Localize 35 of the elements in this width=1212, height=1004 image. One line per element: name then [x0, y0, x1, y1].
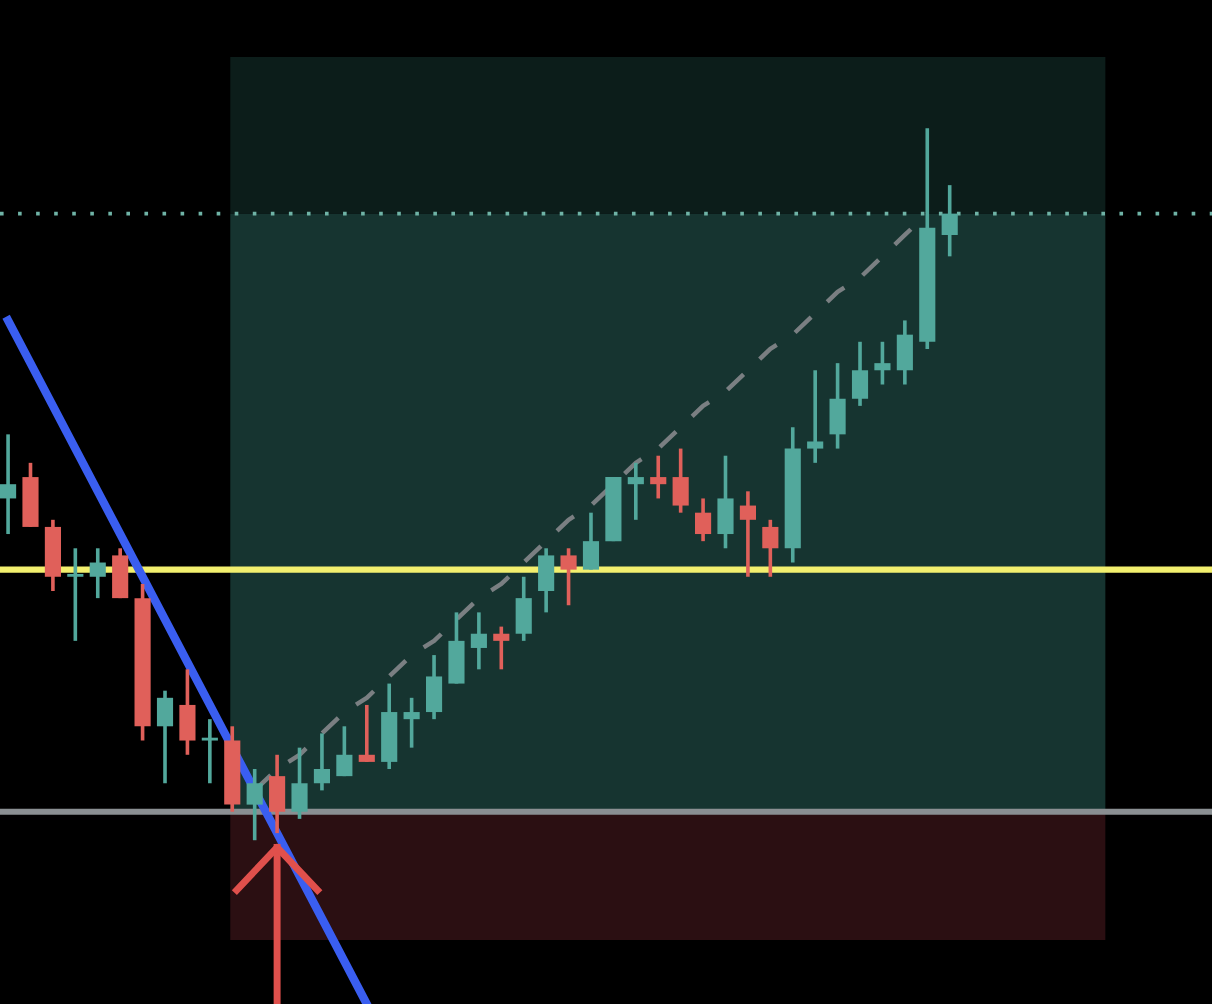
candlestick — [313, 731, 331, 793]
candlestick — [89, 546, 106, 600]
candlestick — [695, 496, 712, 543]
candlestick — [829, 361, 846, 451]
candlestick — [448, 610, 465, 686]
candlestick — [201, 717, 218, 786]
candlestick — [941, 183, 958, 259]
candlestick — [67, 546, 84, 643]
candlestick — [807, 368, 824, 465]
candlestick — [0, 432, 17, 536]
candlestick — [874, 339, 891, 387]
candlestick — [179, 667, 196, 757]
candlestick — [156, 688, 174, 786]
candlestick — [493, 624, 510, 672]
candlestick — [627, 461, 644, 522]
candlestick — [717, 453, 734, 551]
candlestick — [336, 724, 353, 778]
candlestick — [896, 318, 913, 387]
candlestick — [851, 339, 869, 408]
candlestick — [672, 446, 689, 515]
candlestick — [112, 546, 129, 600]
candlestick — [291, 745, 308, 821]
candlestick — [246, 767, 263, 843]
candlestick — [560, 546, 577, 608]
candlestick — [403, 696, 420, 750]
candlestick — [538, 546, 555, 615]
candlestick — [762, 517, 779, 579]
candlestick — [269, 752, 286, 835]
candlestick — [470, 610, 487, 672]
candlestick — [582, 510, 600, 572]
candlestick — [515, 574, 532, 643]
candlestick — [739, 489, 756, 579]
candlestick — [358, 703, 375, 764]
candlestick — [650, 453, 667, 501]
candlestick — [425, 653, 443, 721]
